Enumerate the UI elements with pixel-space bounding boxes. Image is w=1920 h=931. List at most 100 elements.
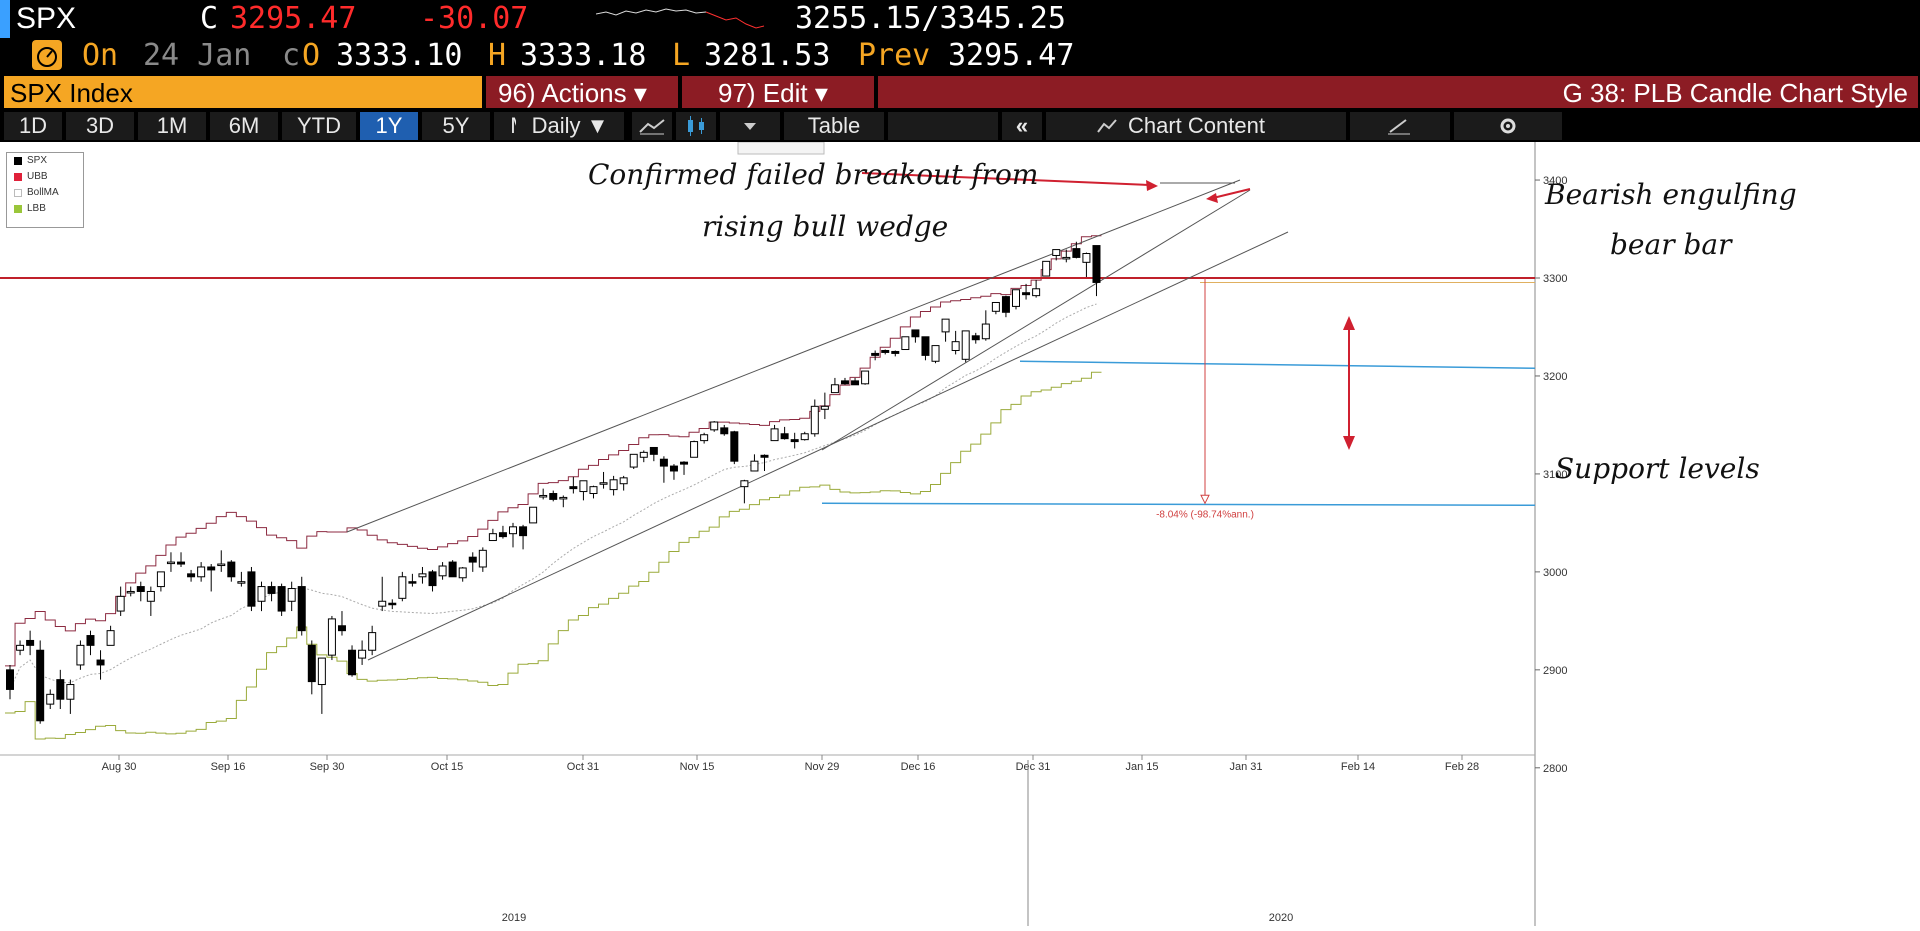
support-arrowhead-down (1343, 436, 1355, 450)
candle-bearish (26, 639, 35, 646)
quote-detail (0, 38, 1920, 74)
candle-bullish (861, 370, 870, 385)
gauge-icon[interactable] (32, 40, 62, 70)
candle-bearish (468, 556, 477, 563)
y-tick-label: 3000 (1543, 567, 1567, 579)
legend-label: SPX (27, 155, 48, 166)
frequency-dropdown[interactable]: Daily ▼ (516, 112, 624, 140)
candle-bearish (86, 635, 95, 646)
candle-bearish (6, 669, 14, 690)
candle-bullish (368, 632, 377, 651)
line-chart-icon[interactable] (632, 112, 672, 140)
period-button-3d[interactable]: 3D (66, 112, 134, 140)
x-tick-label: Aug 30 (102, 761, 137, 773)
table-button[interactable]: Table (784, 112, 884, 140)
x-tick-label: Nov 29 (805, 761, 840, 773)
period-button-6m[interactable]: 6M (210, 112, 278, 140)
chart-legend: SPX UBB BollMA LBB (6, 152, 84, 228)
candle-bearish (448, 561, 457, 578)
candle-bearish (971, 335, 980, 341)
breakout-arrowhead (1146, 180, 1158, 191)
candle-chart-icon[interactable] (676, 112, 716, 140)
candle-bullish (1032, 288, 1041, 297)
x-tick-label: Jan 31 (1229, 761, 1262, 773)
candle-bullish (529, 506, 538, 524)
intraday-sparkline (596, 8, 765, 29)
candle-bullish (197, 566, 206, 578)
legend-item: BollMA (7, 185, 83, 201)
prev-label: Prev (858, 38, 931, 73)
legend-item: SPX (7, 153, 83, 169)
candle-bullish (66, 684, 75, 700)
candle-bullish (287, 588, 296, 602)
annotate-icon[interactable] (1350, 112, 1450, 140)
steep-trendline (821, 189, 1251, 451)
candle-bearish (136, 586, 145, 592)
low-label: L (672, 38, 691, 73)
period-button-ytd[interactable]: YTD (282, 112, 356, 140)
candle-bullish (509, 526, 517, 535)
high-price: 3333.18 (520, 38, 647, 73)
x-tick-label: Jan 15 (1125, 761, 1158, 773)
on-label: On (82, 38, 119, 73)
actions-menu[interactable]: 96) Actions ▾ (498, 78, 647, 108)
open-price: 3333.10 (336, 38, 463, 73)
candle-bearish (881, 349, 890, 353)
candle-bearish (96, 659, 105, 666)
measure-arrowhead (1200, 494, 1210, 505)
engulfing-arrow (1212, 188, 1251, 199)
close-label: C (200, 1, 219, 36)
candle-bullish (16, 644, 25, 651)
day-range: 3255.15/3345.25 (795, 1, 1066, 36)
x-tick-label: Oct 15 (431, 761, 463, 773)
legend-swatch (14, 205, 22, 213)
legend-item: UBB (7, 169, 83, 185)
candle-bullish (1042, 260, 1051, 277)
candle-bullish (981, 323, 990, 340)
candle-bullish (579, 480, 588, 493)
settings-gear-icon[interactable] (1454, 112, 1562, 140)
candle-bullish (539, 494, 548, 498)
candle-bullish (398, 576, 407, 599)
candle-bearish (348, 649, 357, 676)
edit-menu-bg (682, 76, 874, 108)
period-button-1y[interactable]: 1Y (360, 112, 418, 140)
legend-label: UBB (27, 171, 48, 182)
candle-bearish (337, 625, 346, 632)
candle-bearish (1072, 248, 1081, 258)
x-tick-label: Sep 30 (310, 761, 345, 773)
period-button-1d[interactable]: 1D (4, 112, 62, 140)
candle-bearish (498, 532, 507, 538)
candle-bullish (418, 573, 427, 578)
candle-bearish (207, 566, 216, 571)
candle-bearish (1001, 296, 1010, 313)
x-tick-label: Feb 14 (1341, 761, 1375, 773)
chart-style-bg (878, 76, 1918, 108)
breakout-arrow (861, 172, 1151, 186)
chart-content-icon (1097, 119, 1117, 133)
candle-bullish (1082, 253, 1091, 263)
x-tick-label: Dec 16 (901, 761, 936, 773)
candle-bearish (247, 571, 256, 607)
candle-bullish (619, 477, 628, 485)
chart-content-button[interactable]: Chart Content (1046, 112, 1346, 140)
chart-area[interactable]: 2800 2900 3000 3100 3200 3300 3400 Aug 30 Sep 16… (0, 141, 1920, 926)
period-button-5y[interactable]: 5Y (422, 112, 490, 140)
engulfing-arrowhead (1206, 193, 1218, 203)
annotation-engulfing-1: Bearish engulfing (1545, 178, 1797, 211)
collapse-icon[interactable]: « (1002, 112, 1042, 140)
edit-menu[interactable]: 97) Edit ▾ (718, 78, 828, 108)
chart-style-title: G 38: PLB Candle Chart Style (1562, 78, 1908, 108)
candle-bullish (1052, 249, 1061, 256)
candle-bullish (257, 586, 266, 602)
security-field[interactable]: SPX Index (10, 78, 133, 108)
period-button-1m[interactable]: 1M (138, 112, 206, 140)
legend-swatch (14, 189, 22, 197)
candle-bearish (871, 352, 880, 356)
candle-chart[interactable]: 2800 2900 3000 3100 3200 3300 3400 Aug 30 Sep 16… (0, 141, 1920, 926)
candle-bullish (106, 630, 115, 646)
candle-bullish (599, 482, 608, 485)
candle-bearish (177, 561, 186, 565)
chart-type-dropdown-icon[interactable] (720, 112, 780, 140)
open-label: O (302, 38, 321, 73)
